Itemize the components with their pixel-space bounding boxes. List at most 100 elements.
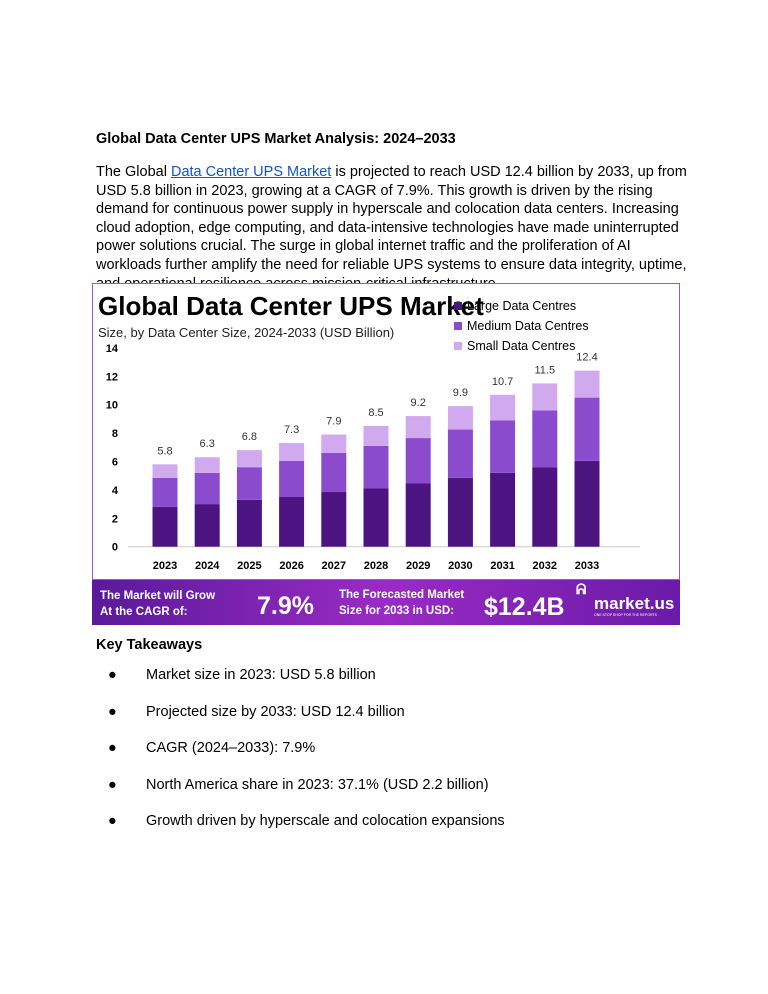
x-tick-label: 2023	[153, 560, 177, 572]
bar-segment	[405, 483, 431, 547]
bar-segment	[321, 492, 347, 547]
bar-segment	[194, 472, 220, 505]
bar-segment	[236, 467, 262, 500]
chart-title: Global Data Center UPS Market	[98, 291, 484, 321]
takeaway-item: ● Market size in 2023: USD 5.8 billion	[96, 667, 505, 704]
bar-segment	[279, 497, 305, 547]
text: is projected to reach USD 12.4 billion b…	[96, 164, 687, 292]
bar-segment	[490, 472, 516, 547]
legend-label: Small Data Centres	[467, 339, 575, 353]
bar-segment	[236, 499, 262, 547]
total-label: 6.3	[200, 438, 215, 450]
bar-segment	[321, 452, 347, 493]
bar-segment	[574, 460, 600, 547]
forecast-label: The Forecasted Market	[339, 589, 464, 601]
legend-swatch	[454, 302, 462, 310]
takeaway-text: North America share in 2023: 37.1% (USD …	[146, 776, 489, 793]
bar-segment	[490, 420, 516, 473]
bar-segment	[574, 370, 600, 398]
x-tick-label: 2030	[448, 560, 472, 572]
text: The Global	[96, 164, 171, 180]
summary-banner	[92, 580, 680, 625]
x-tick-label: 2026	[279, 560, 303, 572]
x-tick-label: 2028	[364, 560, 388, 572]
forecast-value: $12.4B	[484, 593, 565, 621]
y-tick-label: 0	[112, 542, 118, 554]
bar-segment	[447, 477, 473, 547]
legend-label: Medium Data Centres	[467, 319, 589, 333]
x-tick-label: 2027	[322, 560, 346, 572]
total-label: 6.8	[242, 431, 257, 443]
y-tick-label: 8	[112, 428, 118, 440]
bar-segment	[447, 429, 473, 478]
takeaway-text: Projected size by 2033: USD 12.4 billion	[146, 703, 405, 720]
bar-segment	[405, 416, 431, 439]
total-label: 10.7	[492, 376, 513, 388]
bullet-icon: ●	[108, 667, 117, 683]
takeaway-item: ● Growth driven by hyperscale and colocat…	[96, 813, 505, 850]
bar-segment	[532, 410, 558, 468]
x-tick-label: 2031	[490, 560, 514, 572]
bar-segment	[532, 467, 558, 547]
total-label: 7.3	[284, 424, 299, 436]
total-label: 9.9	[453, 387, 468, 399]
bar-segment	[152, 477, 178, 507]
cagr-value: 7.9%	[257, 592, 314, 620]
bar-segment	[152, 464, 178, 478]
bar-segment	[490, 394, 516, 421]
y-tick-label: 12	[106, 371, 118, 383]
takeaways-list: ● Market size in 2023: USD 5.8 billion ● Pr…	[96, 667, 505, 850]
x-tick-label: 2029	[406, 560, 430, 572]
bullet-icon: ●	[108, 740, 117, 756]
takeaways-heading: Key Takeaways	[96, 637, 203, 653]
y-tick-label: 4	[112, 485, 119, 497]
legend-swatch	[454, 342, 462, 350]
market-us-logo-icon: ᕱ	[576, 581, 586, 597]
total-label: 11.5	[535, 364, 556, 376]
takeaway-item: ● CAGR (2024–2033): 7.9%	[96, 740, 505, 777]
bar-segment	[279, 443, 305, 461]
section-heading: Global Data Center UPS Market Analysis: …	[96, 131, 456, 147]
bullet-icon: ●	[108, 703, 117, 720]
total-label: 9.2	[411, 397, 426, 409]
bar-segment	[363, 445, 389, 489]
cagr-label: The Market will Grow	[100, 590, 215, 602]
legend-label: Large Data Centres	[467, 299, 576, 313]
total-label: 8.5	[368, 407, 383, 419]
bullet-icon: ●	[108, 813, 117, 829]
y-tick-label: 10	[106, 400, 118, 412]
total-label: 12.4	[576, 352, 597, 364]
bar-segment	[152, 506, 178, 547]
takeaway-text: CAGR (2024–2033): 7.9%	[146, 740, 316, 756]
total-label: 7.9	[326, 416, 341, 428]
y-tick-label: 14	[106, 343, 119, 355]
chart-subtitle: Size, by Data Center Size, 2024-2033 (US…	[98, 325, 394, 340]
bullet-icon: ●	[108, 776, 117, 793]
market-us-logo: market.us	[594, 594, 674, 613]
market-chart-figure: Global Data Center UPS Market Size, by D…	[92, 283, 680, 625]
x-tick-label: 2025	[237, 560, 261, 572]
logo-tagline: ONE STOP SHOP FOR THE REPORTS	[594, 613, 658, 617]
bar-segment	[447, 406, 473, 430]
bar-segment	[363, 426, 389, 446]
legend-swatch	[454, 322, 462, 330]
x-tick-label: 2032	[533, 560, 557, 572]
bar-segment	[279, 460, 305, 497]
y-tick-label: 2	[112, 513, 118, 525]
cagr-label: At the CAGR of:	[100, 606, 188, 618]
market-link[interactable]: Data Center UPS Market	[170, 164, 332, 180]
bar-segment	[194, 457, 220, 473]
bar-segment	[236, 450, 262, 468]
takeaway-text: Market size in 2023: USD 5.8 billion	[146, 667, 376, 683]
takeaway-item: ● Projected size by 2033: USD 12.4 billio…	[96, 704, 505, 741]
total-label: 5.8	[157, 445, 172, 457]
bar-segment	[363, 488, 389, 547]
bar-segment	[532, 383, 558, 411]
bar-segment	[405, 438, 431, 484]
takeaway-text: Growth driven by hyperscale and colocati…	[146, 813, 505, 829]
bar-segment	[321, 434, 347, 453]
takeaway-item: ● North America share in 2023: 37.1% (USD…	[96, 777, 505, 814]
forecast-label: Size for 2033 in USD:	[339, 605, 454, 617]
x-tick-label: 2024	[195, 560, 220, 572]
